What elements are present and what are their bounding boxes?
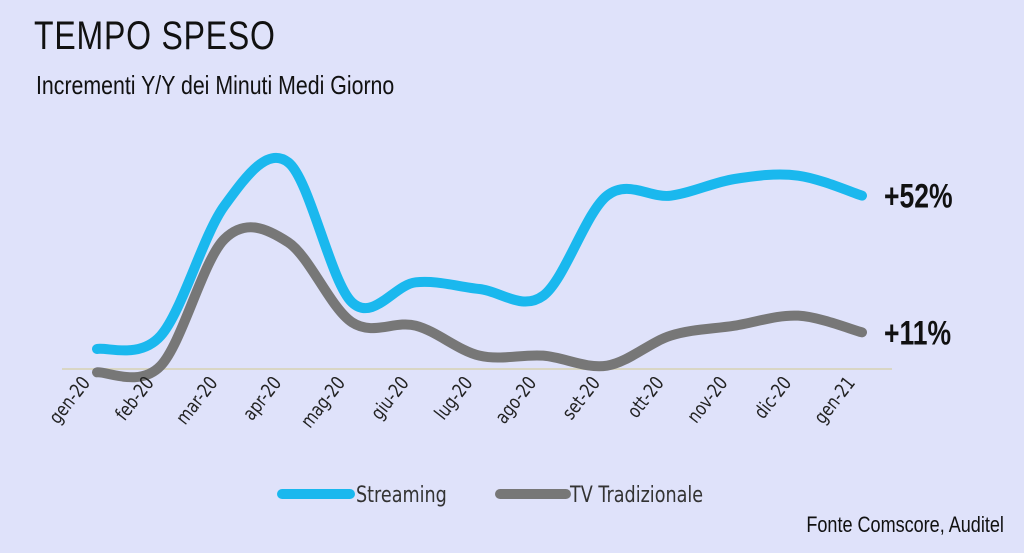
chart-title: TEMPO SPESO xyxy=(34,14,276,58)
x-tick-label: gen-20 xyxy=(45,373,95,429)
x-tick-label: nov-20 xyxy=(683,373,733,428)
series-line-tv-tradizionale xyxy=(92,222,867,383)
legend-label: TV Tradizionale xyxy=(569,482,703,507)
x-tick-label: gen-21 xyxy=(810,373,860,429)
chart-subtitle: Incrementi Y/Y dei Minuti Medi Giorno xyxy=(36,70,395,100)
x-tick-label: mag-20 xyxy=(297,373,350,433)
end-value-label: +52% xyxy=(884,178,953,216)
x-tick-label: set-20 xyxy=(558,373,605,424)
end-value-label: +11% xyxy=(884,314,951,352)
x-tick-label: dic-20 xyxy=(750,373,796,424)
x-tick-label: giu-20 xyxy=(367,373,414,425)
source-note: Fonte Comscore, Auditel xyxy=(806,512,1004,537)
x-tick-label: lug-20 xyxy=(431,373,478,425)
x-tick-label: ott-20 xyxy=(623,373,669,423)
series-line-streaming xyxy=(92,152,867,356)
x-tick-label: ago-20 xyxy=(491,373,541,429)
x-tick-label: apr-20 xyxy=(239,373,287,425)
legend-label: Streaming xyxy=(356,482,447,507)
x-tick-label: mar-20 xyxy=(172,373,223,429)
